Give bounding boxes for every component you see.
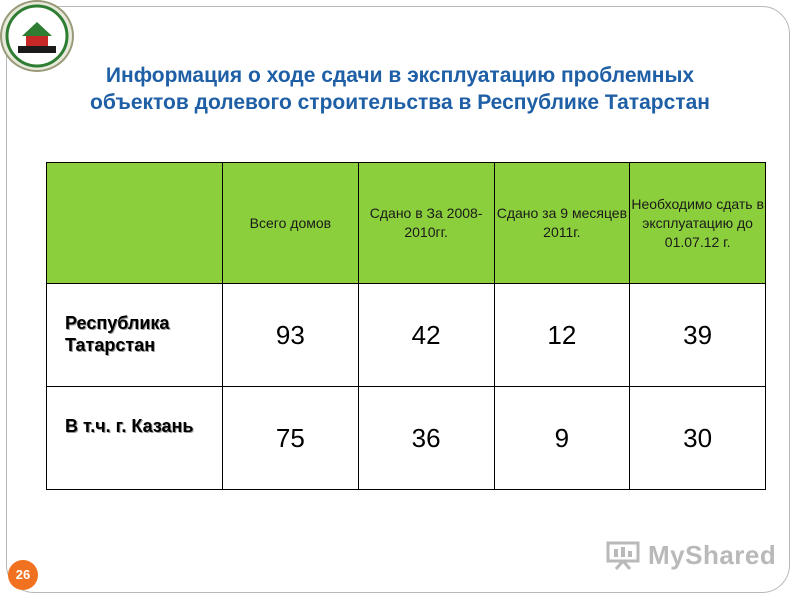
table-cell: 9 bbox=[493, 386, 631, 490]
slide-title: Информация о ходе сдачи в эксплуатацию п… bbox=[20, 62, 780, 116]
table-cell: 75 bbox=[222, 386, 359, 490]
row-label: Республика Татарстан bbox=[46, 283, 223, 387]
housing-status-table: Всего домов Сдано в За 2008-2010гг. Сдан… bbox=[46, 162, 766, 490]
row-label: В т.ч. г. Казань bbox=[46, 386, 223, 490]
title-line-2: объектов долевого строительства в Респуб… bbox=[90, 91, 710, 114]
watermark: MyShared bbox=[606, 538, 776, 572]
table-row: В т.ч. г. Казань 75 36 9 30 bbox=[46, 386, 766, 490]
header-required-by-2012: Необходимо сдать в эксплуатацию до 01.07… bbox=[629, 162, 766, 284]
table-header-row: Всего домов Сдано в За 2008-2010гг. Сдан… bbox=[46, 162, 766, 284]
watermark-text: MyShared bbox=[648, 539, 777, 570]
header-corner bbox=[46, 162, 223, 284]
table-cell: 42 bbox=[357, 283, 495, 387]
page-number-badge: 26 bbox=[8, 560, 38, 590]
table-row: Республика Татарстан 93 42 12 39 bbox=[46, 283, 766, 387]
house-emblem-icon bbox=[5, 4, 69, 68]
header-total-houses: Всего домов bbox=[222, 162, 359, 284]
presentation-board-icon bbox=[606, 541, 640, 570]
table-cell: 36 bbox=[357, 386, 495, 490]
header-delivered-2008-2010: Сдано в За 2008-2010гг. bbox=[357, 162, 495, 284]
table-cell: 12 bbox=[493, 283, 631, 387]
organization-logo bbox=[0, 0, 74, 72]
header-delivered-9-months-2011: Сдано за 9 месяцев 2011г. bbox=[493, 162, 631, 284]
table-cell: 39 bbox=[629, 283, 766, 387]
table-cell: 93 bbox=[222, 283, 359, 387]
table-cell: 30 bbox=[629, 386, 766, 490]
title-line-1: Информация о ходе сдачи в эксплуатацию п… bbox=[105, 64, 695, 87]
